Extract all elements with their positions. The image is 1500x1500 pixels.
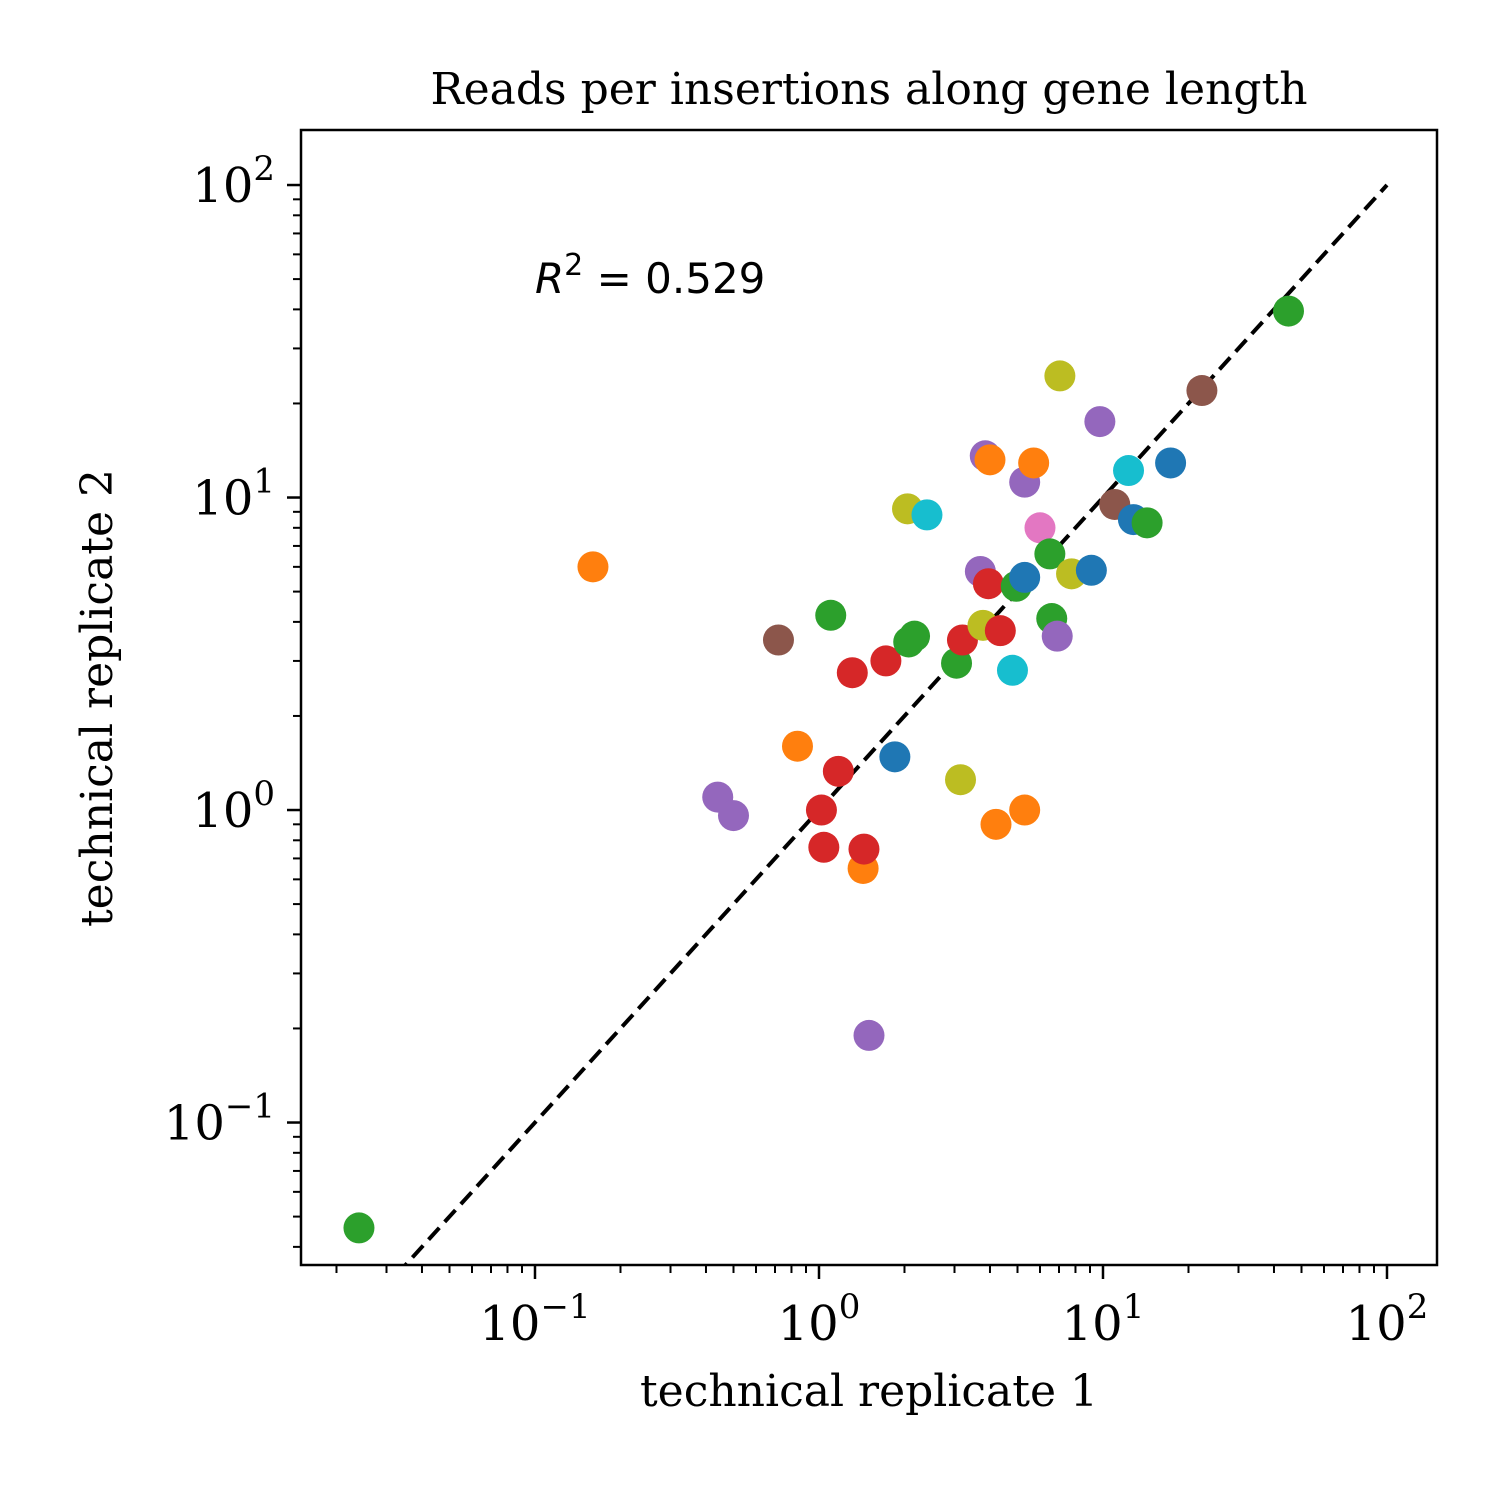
data-point-13: [853, 1019, 885, 1051]
x-tick-label-0: 10−1: [479, 1287, 590, 1352]
y-axis: 10−1 100 101 102: [164, 149, 301, 1248]
data-point-12: [848, 833, 880, 865]
data-point-32: [1009, 561, 1041, 593]
data-point-3: [717, 800, 749, 832]
x-tick-label-2: 101: [1062, 1287, 1145, 1352]
data-point-27: [974, 444, 1006, 476]
data-point-49: [1186, 375, 1218, 407]
data-point-37: [1034, 538, 1066, 570]
y-tick-label-1: 100: [192, 774, 275, 839]
y-axis-label: technical replicate 2: [72, 469, 123, 927]
data-point-9: [822, 755, 854, 787]
data-point-45: [1113, 455, 1145, 487]
data-point-21: [945, 764, 977, 796]
data-point-19: [911, 499, 943, 531]
plot-frame: [299, 128, 1439, 1267]
x-axis: 10−1 100 101 102: [335, 1265, 1429, 1352]
data-point-33: [1009, 794, 1041, 826]
data-point-0: [343, 1212, 375, 1244]
data-point-4: [762, 624, 794, 656]
data-point-14: [870, 645, 902, 677]
data-point-36: [1024, 512, 1056, 544]
data-point-50: [1273, 295, 1305, 327]
plot-clip-group: [343, 183, 1389, 1265]
data-point-1: [577, 551, 609, 583]
data-point-48: [1155, 447, 1187, 479]
data-point-29: [984, 615, 1016, 647]
data-point-6: [805, 794, 837, 826]
data-point-8: [815, 599, 847, 631]
r-squared-annotation: R2 = 0.529: [535, 248, 765, 303]
data-point-42: [1075, 554, 1107, 586]
y-tick-label-3: 102: [192, 149, 275, 214]
data-point-7: [808, 831, 840, 863]
x-axis-label: technical replicate 1: [640, 1366, 1098, 1417]
data-point-18: [899, 620, 931, 652]
data-point-39: [1041, 620, 1073, 652]
chart-title: Reads per insertions along gene length: [430, 64, 1307, 115]
data-point-35: [1018, 447, 1050, 479]
x-tick-label-1: 100: [778, 1287, 861, 1352]
data-point-47: [1131, 507, 1163, 539]
data-point-5: [781, 730, 813, 762]
data-point-40: [1044, 360, 1076, 392]
plot-area: R2 = 0.529: [343, 183, 1389, 1265]
y-tick-label-2: 101: [192, 462, 275, 527]
data-point-30: [996, 654, 1028, 686]
y-tick-label-0: 10−1: [164, 1087, 275, 1152]
data-point-43: [1084, 406, 1116, 438]
data-point-15: [879, 741, 911, 773]
data-point-10: [836, 657, 868, 689]
data-point-28: [980, 808, 1012, 840]
data-point-20: [941, 647, 973, 679]
x-tick-label-3: 102: [1346, 1287, 1429, 1352]
data-point-26: [972, 568, 1004, 600]
